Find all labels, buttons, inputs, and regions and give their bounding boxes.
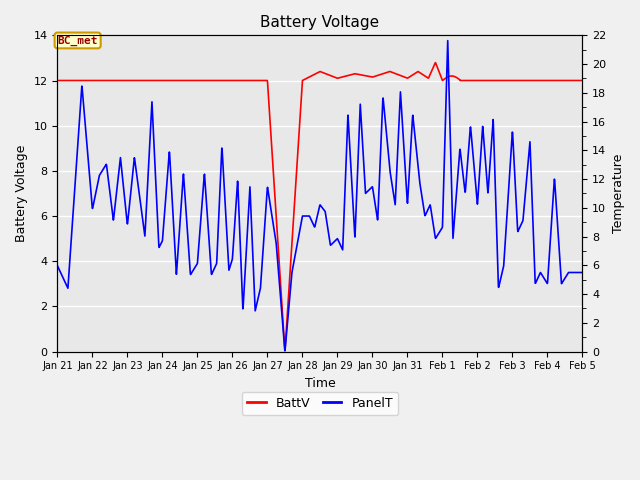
Legend: BattV, PanelT: BattV, PanelT: [242, 392, 398, 415]
X-axis label: Time: Time: [305, 377, 335, 390]
Title: Battery Voltage: Battery Voltage: [260, 15, 380, 30]
Y-axis label: Temperature: Temperature: [612, 154, 625, 233]
Text: BC_met: BC_met: [58, 36, 98, 46]
Y-axis label: Battery Voltage: Battery Voltage: [15, 145, 28, 242]
